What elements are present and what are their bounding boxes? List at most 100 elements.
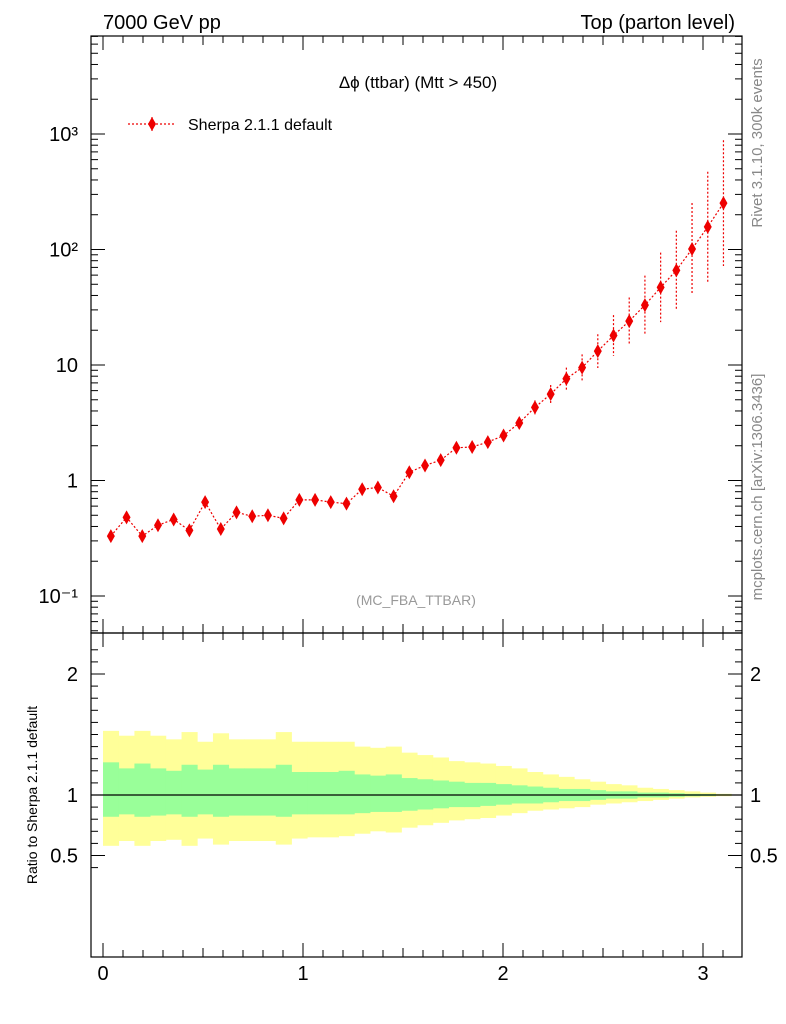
- inner-band-bin: [103, 762, 120, 817]
- data-point: [436, 453, 445, 468]
- x-tick-label: 2: [497, 963, 508, 985]
- data-point: [138, 529, 147, 544]
- data-point: [106, 529, 115, 544]
- main-x-ticks: [102, 36, 724, 633]
- ratio-y-tick-labels: 0.5 0.5 1 1 2 2: [50, 664, 778, 868]
- data-point: [169, 512, 178, 527]
- data-point: [672, 263, 681, 278]
- data-point: [232, 505, 241, 520]
- data-point: [342, 496, 351, 511]
- inner-band-bin: [448, 781, 465, 808]
- inner-band-bin: [511, 785, 528, 804]
- ratio-y-tick-label: 2: [67, 664, 78, 686]
- data-point: [499, 428, 508, 443]
- x-tick-labels: 0 1 2 3: [97, 963, 708, 985]
- data-point: [216, 522, 225, 537]
- inner-band-bin: [150, 768, 167, 816]
- data-point: [719, 196, 728, 211]
- header-left: 7000 GeV pp: [103, 12, 221, 34]
- ratio-y-tick-label-right: 1: [750, 785, 761, 807]
- data-point: [295, 492, 304, 507]
- data-point: [578, 360, 587, 375]
- inner-band-bin: [260, 768, 277, 816]
- inner-band-bin: [118, 768, 135, 815]
- header-right: Top (parton level): [580, 12, 735, 34]
- inner-band-bin: [197, 769, 214, 815]
- data-point: [515, 415, 524, 430]
- data-point: [562, 371, 571, 386]
- inner-band-bin: [385, 774, 402, 812]
- chart-title: Δϕ (ttbar) (Mtt > 450): [339, 73, 497, 92]
- data-point: [263, 508, 272, 523]
- y-tick-label: 10²: [49, 240, 78, 262]
- ratio-x-ticks: [102, 633, 724, 957]
- data-point: [421, 458, 430, 473]
- ratio-y-tick-label: 0.5: [50, 846, 78, 868]
- inner-band-bin: [417, 779, 434, 810]
- inner-band-bin: [307, 772, 324, 815]
- data-point: [593, 344, 602, 359]
- data-point: [656, 280, 665, 295]
- data-point: [609, 328, 618, 343]
- main-y-tick-labels: 10⁻¹ 1 10 10² 10³: [39, 124, 79, 608]
- inner-band-bin: [338, 770, 355, 815]
- y-tick-label: 10³: [49, 124, 78, 146]
- y-tick-label: 1: [67, 471, 78, 493]
- inner-band-bin: [432, 780, 449, 809]
- inner-band-bin: [354, 774, 371, 814]
- ratio-y-tick-label-right: 2: [750, 664, 761, 686]
- inner-band-bin: [165, 770, 182, 815]
- data-point: [405, 465, 414, 480]
- ratio-y-axis-label: Ratio to Sherpa 2.1.1 default: [24, 706, 40, 884]
- inner-band-bin: [291, 772, 308, 815]
- ratio-y-tick-label: 1: [67, 785, 78, 807]
- data-point: [703, 219, 712, 234]
- ratio-y-tick-label-right: 0.5: [750, 846, 778, 868]
- data-point: [201, 495, 210, 510]
- y-tick-label: 10⁻¹: [39, 586, 79, 608]
- data-point: [311, 492, 320, 507]
- data-point: [248, 509, 257, 524]
- inner-band-bin: [322, 772, 340, 815]
- watermark: (MC_FBA_TTBAR): [356, 592, 476, 608]
- data-point: [389, 489, 398, 504]
- ratio-y-ticks: [91, 649, 742, 869]
- legend-marker: [148, 117, 156, 131]
- data-point: [530, 400, 539, 415]
- data-point: [625, 314, 634, 329]
- data-point: [122, 510, 131, 525]
- series-line: [110, 202, 724, 537]
- side-label-rivet: Rivet 3.1.10, 300k events: [749, 58, 766, 227]
- inner-band-bin: [228, 768, 245, 816]
- data-series-points: [106, 140, 728, 544]
- inner-band-bin: [370, 775, 387, 812]
- data-point: [358, 482, 367, 497]
- inner-band-bin: [134, 763, 151, 817]
- x-tick-label: 3: [697, 963, 708, 985]
- legend-label: Sherpa 2.1.1 default: [188, 117, 333, 134]
- data-point: [640, 298, 649, 313]
- data-point: [326, 495, 335, 510]
- data-point: [483, 435, 492, 450]
- ratio-panel-frame: [90, 632, 743, 958]
- main-y-grid-ticks: [91, 35, 742, 632]
- data-point: [185, 523, 194, 538]
- data-point: [468, 440, 477, 455]
- inner-band-bin: [244, 768, 261, 816]
- inner-band-bin: [275, 764, 292, 817]
- data-point: [153, 518, 162, 533]
- data-point: [279, 511, 288, 526]
- data-point: [688, 242, 697, 257]
- inner-band-bin: [495, 784, 512, 805]
- x-tick-label: 0: [97, 963, 108, 985]
- inner-band-bin: [401, 778, 418, 811]
- inner-band-bin: [181, 764, 198, 817]
- data-series-line: [110, 202, 724, 537]
- data-point: [546, 387, 555, 402]
- legend: Sherpa 2.1.1 default: [128, 117, 333, 134]
- y-tick-label: 10: [56, 355, 78, 377]
- data-point: [373, 480, 382, 495]
- data-point: [452, 440, 461, 455]
- x-tick-label: 1: [297, 963, 308, 985]
